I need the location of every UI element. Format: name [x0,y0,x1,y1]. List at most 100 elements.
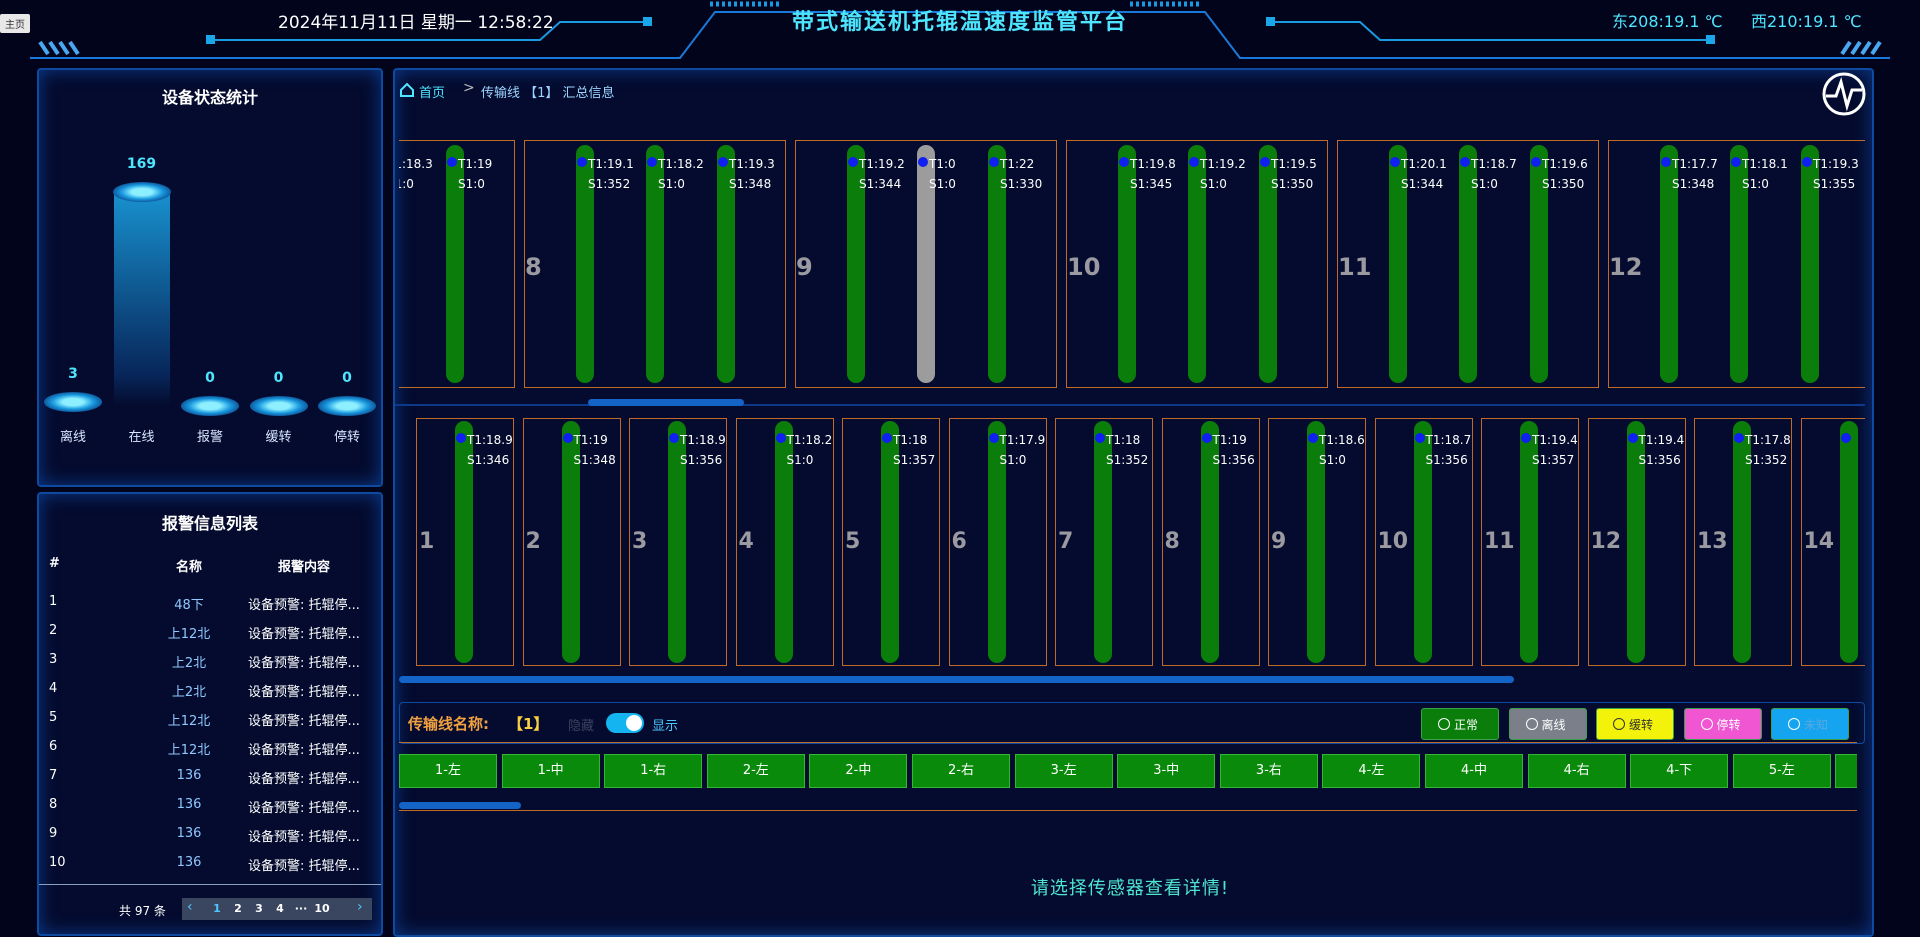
table-cell: 设备预警: 托辊停... [248,685,360,700]
roller[interactable] [646,145,664,383]
sensor-dot [456,433,466,443]
sensor-speed: S1:350 [1271,177,1314,191]
roller[interactable] [1200,421,1219,663]
roller[interactable] [1307,421,1325,663]
sensor-button[interactable]: 2-中 [809,754,908,788]
page-button[interactable]: 1 [213,902,221,915]
roller[interactable] [1459,145,1477,383]
page-button[interactable]: 4 [276,902,284,915]
sensor-button[interactable] [1835,754,1857,788]
roller[interactable] [1118,145,1136,383]
sensor-button[interactable]: 4-左 [1322,754,1421,788]
roller[interactable] [446,145,464,383]
table-cell: 136 [176,855,202,870]
legend-button[interactable]: 停转 [1683,708,1762,740]
roller-cell: 3 T1:18.9 S1:356 [629,418,727,666]
roller[interactable] [576,145,594,383]
roller[interactable] [847,145,865,383]
toggle-off-label: 隐藏 [568,719,595,734]
sensor-speed: S1:0 [1742,177,1769,191]
roller[interactable] [917,145,935,383]
roller[interactable] [1626,421,1645,663]
legend-button[interactable]: 未知 [1771,708,1849,740]
page-prev[interactable]: ‹ [187,899,193,915]
control-bar: 传输线名称: 【1】 隐藏 显示 正常 离线 缓转 停转 未知 [399,702,1865,744]
table-cell: 4 [49,681,58,696]
scroll-thumb[interactable] [588,399,744,406]
roller[interactable] [881,421,899,663]
legend-button[interactable]: 离线 [1508,708,1587,740]
cell-label: 1 [419,529,435,554]
roller[interactable] [1839,421,1858,663]
sensor-speed: S1:0 [1471,177,1498,191]
page-button[interactable]: ··· [294,902,308,915]
page-button[interactable]: 2 [234,902,242,915]
roller[interactable] [717,145,735,383]
roller[interactable] [1733,421,1751,663]
roller[interactable] [1730,145,1748,383]
status-value: 169 [126,156,157,172]
page-next[interactable]: › [357,899,363,915]
sensor-temp: T1:18.7 [1471,157,1517,171]
roller-cell: 5 T1:18 S1:357 [842,418,940,666]
sensor-speed: S1:355 [1813,177,1856,191]
toggle[interactable] [606,713,644,733]
sensor-dot [447,157,457,167]
corner-tag[interactable]: 主页 [0,14,30,33]
roller[interactable] [987,421,1006,663]
roller-cell: 6 T1:17.9 S1:0 [948,418,1047,666]
legend-button[interactable]: 正常 [1421,708,1499,740]
status-disk [112,182,171,202]
page-button[interactable]: 3 [255,902,263,915]
scroll-thumb[interactable] [399,676,1514,683]
cell-label: 4 [738,529,754,554]
top-roller-row: T1:18.3 S1:0 T1:19 S1:0 8 T1:19.1 S1:352 T1:18.… [399,140,1865,392]
roller[interactable] [455,421,473,663]
roller[interactable] [1389,145,1407,383]
roller[interactable] [668,421,686,663]
roller[interactable] [1259,145,1277,383]
status-label: 报警 [196,430,223,445]
sensor-button[interactable]: 4-下 [1630,754,1729,788]
sensor-button[interactable]: 4-中 [1425,754,1523,788]
scroll-thumb[interactable] [399,802,521,809]
sensor-speed: S1:0 [786,453,814,467]
roller[interactable] [561,421,580,663]
sensor-button[interactable]: 1-右 [604,754,703,788]
sensor-button[interactable]: 3-中 [1117,754,1216,788]
sensor-button[interactable]: 4-右 [1527,754,1626,788]
sensor-dot [562,433,573,443]
sensor-button[interactable]: 2-右 [912,754,1010,788]
sensor-temp: T1:18.9 [467,433,513,447]
sensor-speed: S1:356 [1212,453,1255,467]
table-header: 报警内容 [277,560,330,575]
roller[interactable] [1188,145,1206,383]
roller[interactable] [1094,421,1112,663]
sensor-temp: T1:19.3 [729,157,775,171]
sensor-speed: S1:352 [1106,453,1149,467]
roller[interactable] [1660,145,1678,383]
roller[interactable] [1520,421,1538,663]
sensor-temp: T1:20.1 [1401,157,1447,171]
sensor-dot [1802,157,1812,167]
table-cell: 5 [49,710,58,725]
sensor-button[interactable]: 1-中 [501,754,600,788]
sensor-temp: T1:18 [893,433,928,447]
roller[interactable] [1530,145,1548,383]
roller[interactable] [988,145,1006,383]
sensor-dot [1308,433,1318,443]
group-label: 9 [796,253,813,281]
sensor-button[interactable]: 3-左 [1014,754,1113,788]
sensor-temp: T1:19.2 [1200,157,1246,171]
sensor-button[interactable]: 1-左 [399,754,497,788]
sensor-button[interactable]: 5-左 [1732,754,1831,788]
sensor-button[interactable]: 3-右 [1219,754,1318,788]
sensor-button[interactable]: 2-左 [706,754,805,788]
breadcrumb-home[interactable]: 首页 [419,86,446,101]
roller[interactable] [774,421,793,663]
cell-label: 7 [1058,529,1074,554]
roller[interactable] [1801,145,1819,383]
roller[interactable] [1413,421,1432,663]
legend-button[interactable]: 缓转 [1596,708,1674,740]
page-button[interactable]: 10 [314,902,330,915]
